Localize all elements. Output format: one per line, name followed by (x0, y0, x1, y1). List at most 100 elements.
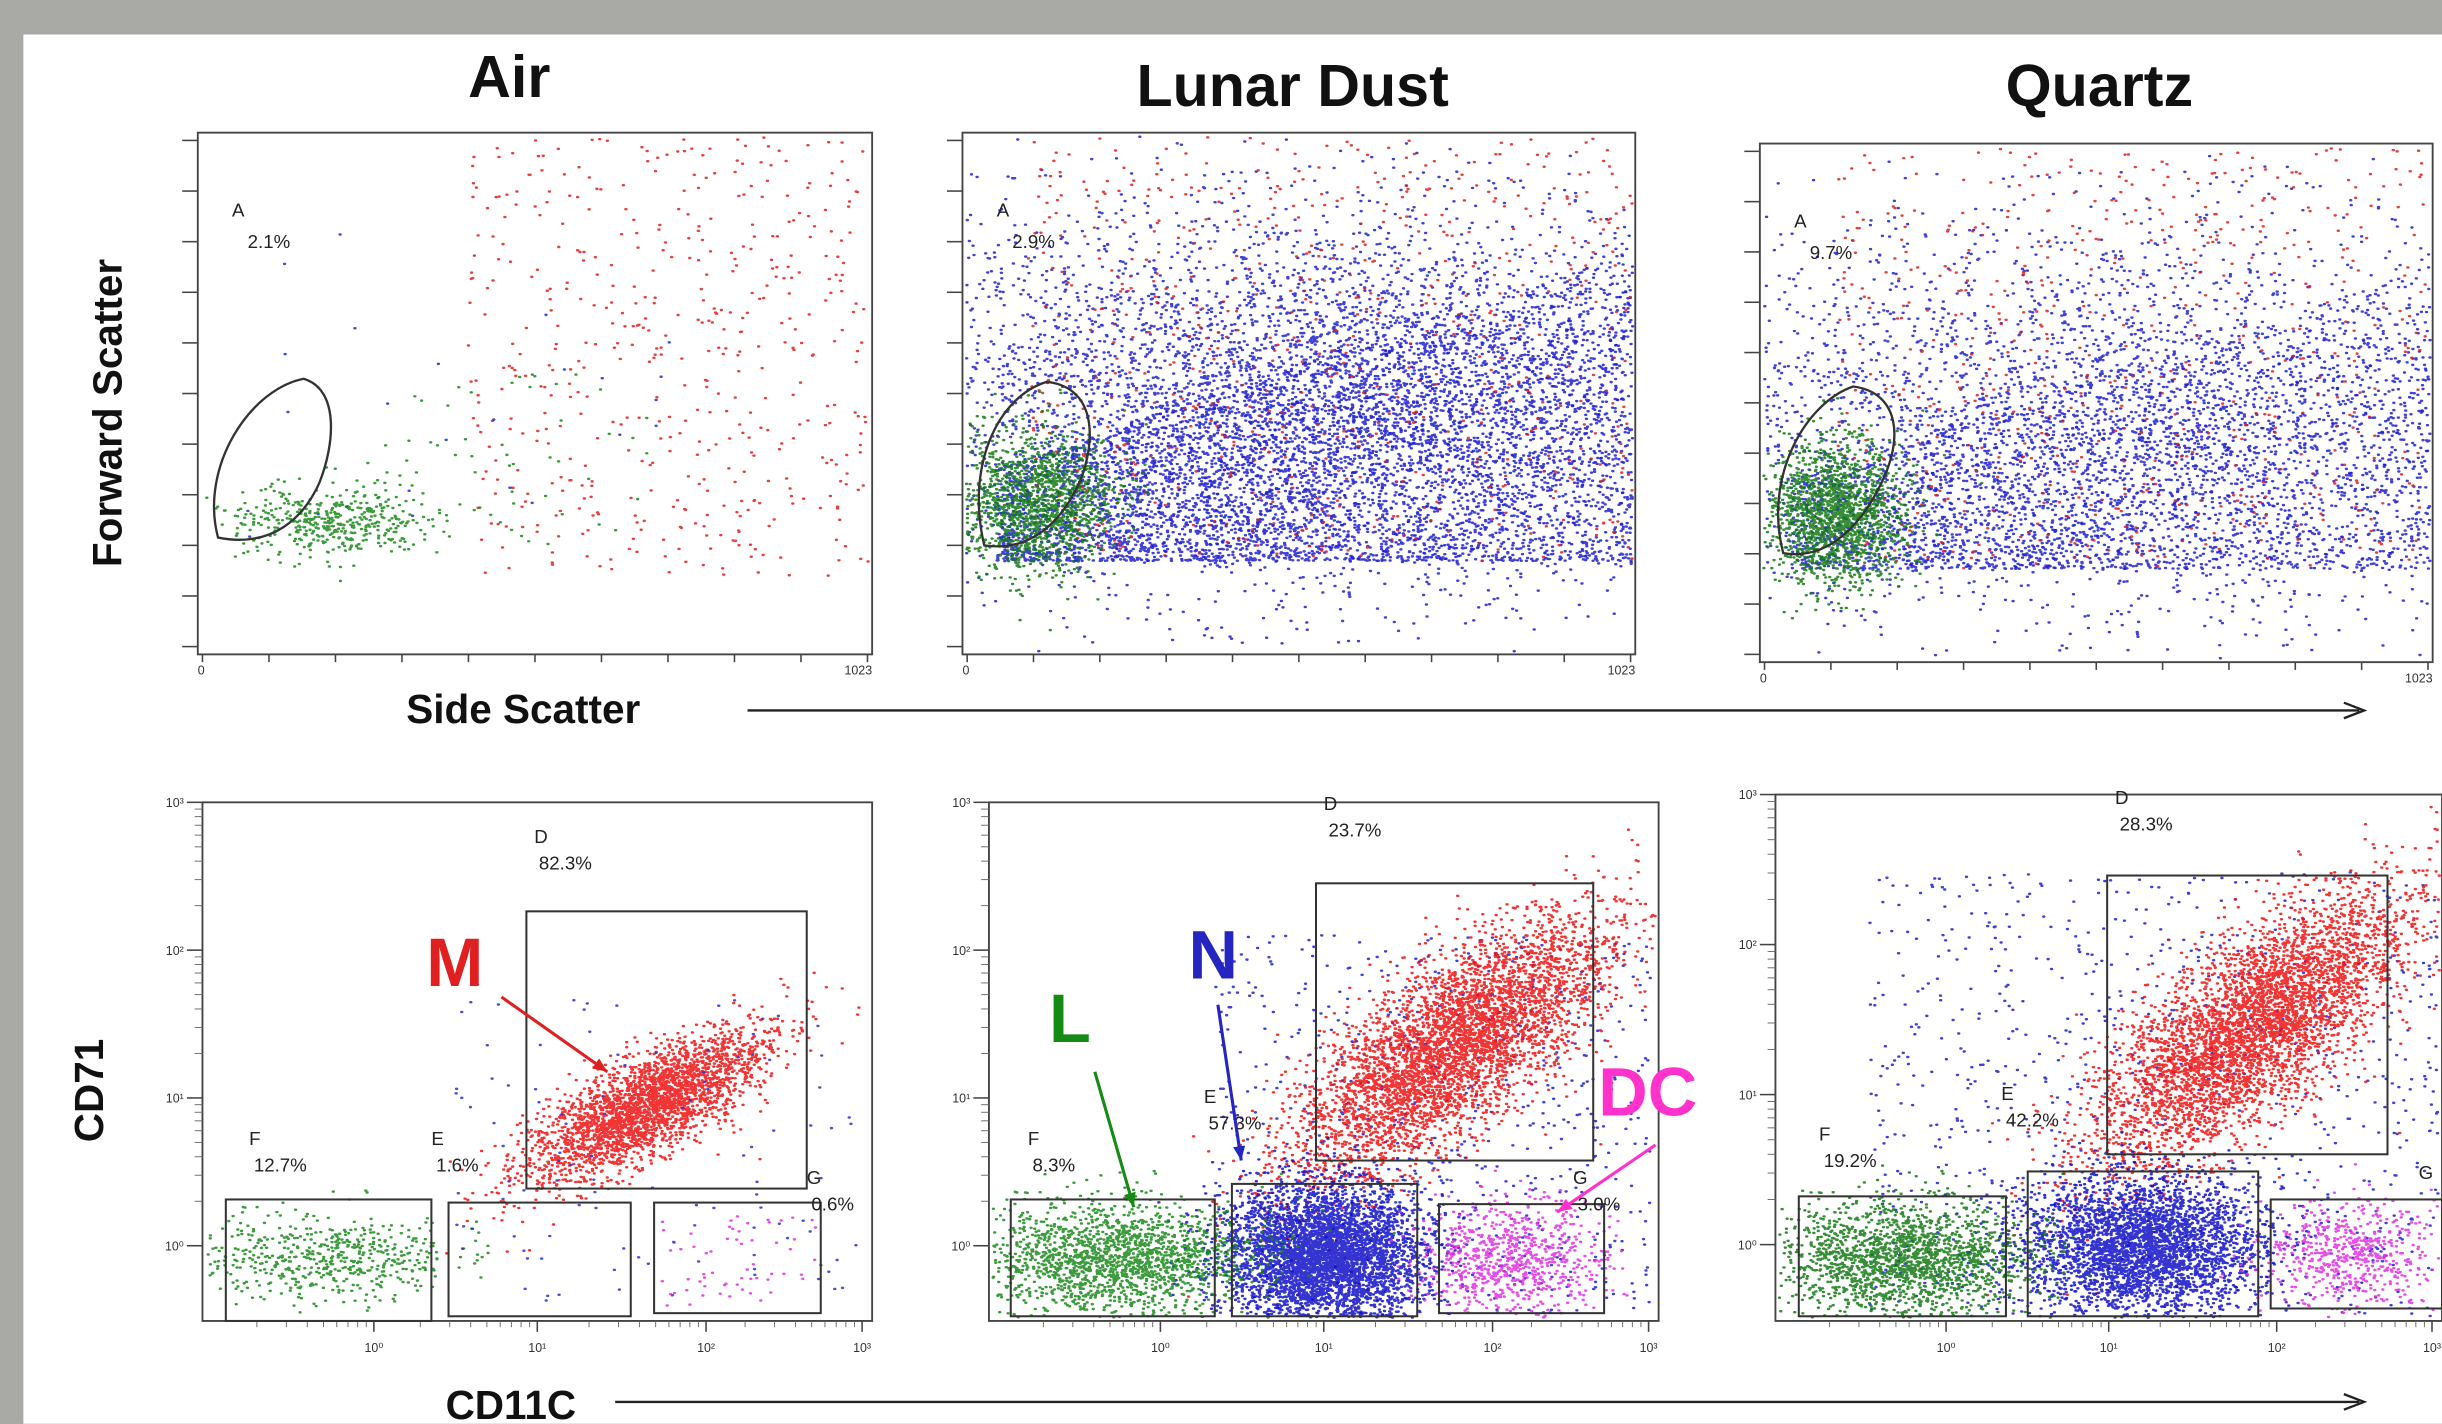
y-tick-label: 10¹ (1739, 1088, 1757, 1102)
arrow-head (2343, 701, 2368, 720)
x-tick-label: 10² (2268, 1341, 2286, 1355)
event-cloud (1186, 828, 1657, 1298)
event-cloud (246, 233, 671, 538)
gate-percent: 3.0% (1578, 1193, 1621, 1214)
event-cloud (1763, 154, 2432, 660)
event-cloud (366, 373, 649, 546)
gate-name: D (534, 826, 547, 847)
y-axis-label: CD71 (66, 1039, 112, 1143)
gate-box (1797, 1195, 2007, 1318)
event-cloud (1943, 1129, 2356, 1319)
plot-frame (201, 801, 874, 1322)
gate-name: D (2115, 787, 2128, 808)
annotation-arrow-head (1557, 1198, 1573, 1212)
y-tick-label: 10⁰ (951, 1239, 970, 1253)
column-title: Air (468, 43, 550, 110)
gate-name: G (807, 1167, 822, 1188)
x-axis-label: CD11C (446, 1382, 577, 1424)
x-tick-label: 10¹ (1315, 1341, 1333, 1355)
annotation-arrow (500, 995, 609, 1074)
gate-box (2026, 1170, 2260, 1318)
x-axis-label: Side Scatter (406, 686, 640, 732)
gate-outline (977, 380, 1091, 548)
event-cloud (660, 1215, 818, 1307)
event-cloud (1777, 1164, 2173, 1319)
x-tick-label: 10³ (2423, 1341, 2441, 1355)
event-cloud (1836, 147, 2427, 570)
gate-box (653, 1201, 822, 1315)
gate-percent: 2.1% (248, 231, 291, 252)
gate-name: A (1794, 211, 1807, 232)
event-cloud (991, 1169, 1396, 1319)
y-axis-label: Forward Scatter (84, 259, 130, 567)
gate-box (1009, 1198, 1216, 1318)
gate-percent: 9.7% (1810, 242, 1853, 263)
gate-box (224, 1198, 433, 1322)
gate-name: F (1819, 1123, 1830, 1144)
gate-name: G (1573, 1167, 1588, 1188)
y-tick-label: 10¹ (952, 1092, 970, 1106)
x-tick-label: 10² (697, 1341, 715, 1355)
gate-name: E (2001, 1083, 2013, 1104)
event-cloud (995, 253, 1635, 563)
gate-percent: 0.6% (811, 1193, 854, 1214)
x-tick-label: 10¹ (2100, 1341, 2118, 1355)
event-cloud (205, 466, 493, 583)
annotation-arrow-head (1233, 1145, 1246, 1161)
x-max-label: 1023 (844, 664, 872, 678)
x-tick-label: 10¹ (528, 1341, 546, 1355)
gate-box (1230, 1182, 1419, 1318)
gate-percent: 12.7% (254, 1154, 307, 1175)
gate-percent: 8.3% (1033, 1154, 1076, 1175)
annotation-arrow-head (1123, 1191, 1136, 1208)
arrow-head (2343, 1393, 2368, 1411)
column-title: Quartz (2006, 52, 2193, 119)
y-tick-label: 10² (1739, 938, 1757, 952)
gate-box (1438, 1203, 1606, 1315)
y-tick-label: 10³ (1739, 788, 1757, 802)
x-tick-label: 10² (1484, 1341, 1502, 1355)
x-tick-label: 10⁰ (1937, 1341, 1956, 1355)
gate-outline (1777, 385, 1896, 556)
event-cloud (1389, 1169, 1629, 1319)
gate-name: F (1028, 1128, 1039, 1149)
annotation-label: N (1188, 916, 1237, 993)
x-tick-label: 10⁰ (1151, 1341, 1170, 1355)
event-cloud (964, 388, 1167, 632)
x-min-label: 0 (1760, 671, 1767, 685)
event-cloud (1985, 805, 2442, 1297)
gate-percent: 23.7% (1328, 820, 1381, 841)
gate-box (525, 910, 808, 1190)
gate-name: E (1204, 1086, 1216, 1107)
x-max-label: 1023 (1608, 664, 1636, 678)
y-tick-label: 10⁰ (165, 1239, 184, 1253)
plots (182, 131, 2442, 1332)
y-tick-label: 10³ (166, 796, 184, 810)
gate-name: A (997, 200, 1010, 221)
plot-frame (1758, 142, 2434, 664)
gate-box (1314, 882, 1595, 1162)
gate-box (447, 1201, 632, 1318)
gate-name: E (431, 1128, 443, 1149)
event-cloud (444, 971, 861, 1255)
annotation-arrow-head (592, 1058, 608, 1072)
gate-name: G (2419, 1162, 2434, 1183)
gate-box (2106, 874, 2389, 1156)
annotation-label: DC (1598, 1053, 1697, 1130)
event-cloud (1026, 136, 1634, 563)
x-min-label: 0 (962, 664, 969, 678)
y-tick-label: 10³ (952, 796, 970, 810)
event-cloud (466, 136, 870, 577)
gate-percent: 1.6% (436, 1154, 479, 1175)
x-tick-label: 10⁰ (364, 1341, 383, 1355)
gate-name: D (1324, 793, 1337, 814)
annotation-arrow (1216, 1004, 1243, 1161)
event-cloud (206, 1189, 490, 1314)
y-tick-label: 10² (952, 944, 970, 958)
annotation-arrow (1556, 1143, 1657, 1214)
annotation-label: M (426, 924, 483, 1001)
y-tick-label: 10⁰ (1738, 1238, 1757, 1252)
gate-percent: 19.2% (1824, 1150, 1877, 1171)
